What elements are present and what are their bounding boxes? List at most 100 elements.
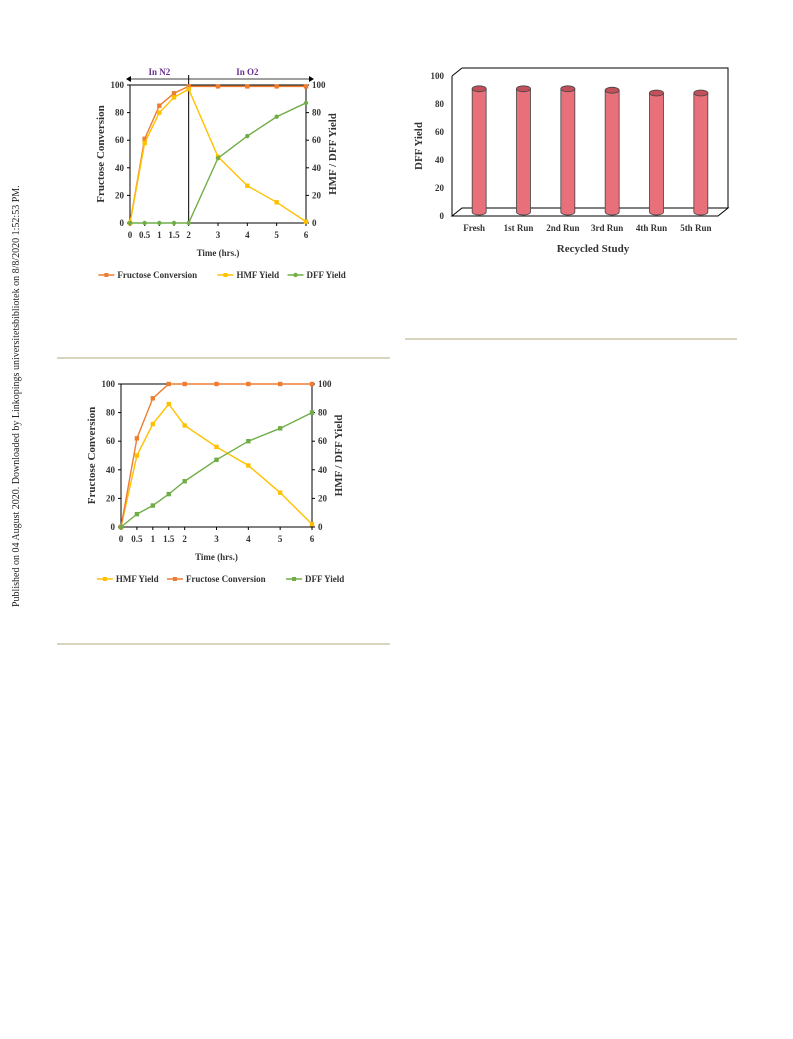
data-point	[157, 103, 162, 108]
data-point	[171, 220, 177, 226]
data-point	[186, 84, 191, 89]
data-point	[303, 84, 309, 89]
y2-tick-label: 0	[312, 218, 317, 228]
y2-tick-label: 40	[312, 163, 322, 173]
x-tick-label: 1	[157, 230, 162, 240]
data-point	[215, 155, 221, 161]
y2-tick-label: 80	[312, 108, 322, 118]
legend-marker	[223, 273, 228, 277]
bar-cylinder	[693, 92, 709, 216]
data-point	[246, 439, 251, 444]
x-tick-label: 5	[274, 230, 279, 240]
x-tick-label: 1.5	[168, 230, 180, 240]
y2-tick-label: 100	[312, 80, 326, 90]
data-point	[142, 220, 147, 226]
data-point	[182, 381, 187, 387]
y-tick-label: 100	[111, 80, 125, 90]
bar-cylinder	[649, 92, 664, 216]
data-point	[214, 381, 219, 387]
y-tick-label: 100	[102, 379, 116, 389]
data-point	[214, 457, 219, 462]
y2-tick-label: 60	[312, 135, 322, 145]
x-tick-label: 2nd Run	[546, 223, 579, 233]
x-tick-label: 0	[128, 230, 133, 240]
data-point	[182, 423, 187, 428]
back-wall	[462, 67, 729, 209]
bar-cylinder-top	[560, 85, 576, 93]
x-tick-label: 1st Run	[504, 223, 534, 233]
x-tick-label: 0.5	[131, 534, 143, 544]
data-point	[245, 84, 250, 89]
data-point	[157, 110, 162, 115]
y2-tick-label: 100	[318, 379, 332, 389]
y2-tick-label: 20	[312, 190, 322, 200]
divider-rule	[57, 643, 390, 645]
legend-label: DFF Yield	[307, 270, 346, 280]
bar-cylinder-top	[604, 86, 620, 94]
y-axis-title: Fructose Conversion	[95, 105, 107, 202]
bar-cylinder	[471, 88, 487, 216]
data-point	[150, 503, 156, 508]
bar-cylinder	[604, 89, 620, 216]
y-tick-label: 0	[120, 218, 125, 228]
data-point	[303, 100, 309, 106]
y2-tick-label: 80	[318, 408, 328, 418]
y-tick-label: 40	[106, 465, 116, 475]
data-point	[274, 114, 279, 119]
phase-label: In O2	[236, 67, 259, 77]
x-axis-title: Time (hrs.)	[195, 552, 238, 562]
x-tick-label: 6	[304, 230, 309, 240]
x-tick-label: 4	[245, 230, 250, 240]
y2-axis-title: HMF / DFF Yield	[327, 113, 339, 195]
side-wall-edge	[451, 67, 463, 77]
y-tick-label: 80	[435, 99, 445, 109]
data-point	[214, 444, 219, 450]
phase-arrow-head-left	[126, 76, 131, 82]
data-point	[215, 84, 221, 89]
y-tick-label: 100	[431, 71, 445, 81]
data-point	[127, 220, 133, 226]
data-point	[186, 86, 191, 92]
data-point	[245, 183, 250, 188]
y-tick-label: 20	[106, 493, 116, 503]
data-point	[309, 410, 315, 415]
x-axis-title: Recycled Study	[557, 243, 630, 255]
legend-label: HMF Yield	[116, 574, 159, 584]
phase-arrow-head-right	[309, 76, 314, 82]
x-tick-label: 5	[278, 534, 283, 544]
data-point	[134, 453, 140, 458]
data-point	[186, 220, 191, 226]
data-point	[166, 381, 171, 387]
series-line	[120, 402, 313, 528]
bar-cylinder-top	[516, 85, 531, 93]
bar-cylinder-top	[649, 89, 664, 97]
data-point	[274, 200, 279, 205]
x-tick-label: 2	[182, 534, 187, 544]
data-point	[277, 490, 283, 495]
data-point	[118, 524, 124, 530]
plot-frame	[129, 84, 307, 224]
series-line	[120, 383, 312, 528]
data-point	[246, 463, 251, 468]
data-point	[171, 95, 177, 100]
data-point	[246, 381, 251, 387]
data-point	[182, 479, 187, 484]
x-tick-label: 1	[151, 534, 156, 544]
x-tick-label: 4	[246, 534, 251, 544]
x-tick-label: 4th Run	[636, 223, 667, 233]
legend-label: HMF Yield	[236, 270, 279, 280]
bar-cylinder	[516, 88, 531, 216]
bar-chart-group: 0 20 40 60 80 100 DFF Yield Fresh 1st Run 2nd Run…	[413, 67, 730, 255]
legend-marker	[293, 272, 298, 278]
divider-rule	[405, 338, 737, 340]
x-tick-label: 1.5	[163, 534, 175, 544]
bar-cylinder-top	[471, 85, 487, 93]
data-point	[166, 491, 171, 497]
x-tick-label: 3	[216, 230, 221, 240]
legend-marker	[102, 577, 107, 581]
y2-tick-label: 20	[318, 493, 328, 503]
data-point	[277, 381, 283, 387]
data-point	[134, 511, 140, 517]
